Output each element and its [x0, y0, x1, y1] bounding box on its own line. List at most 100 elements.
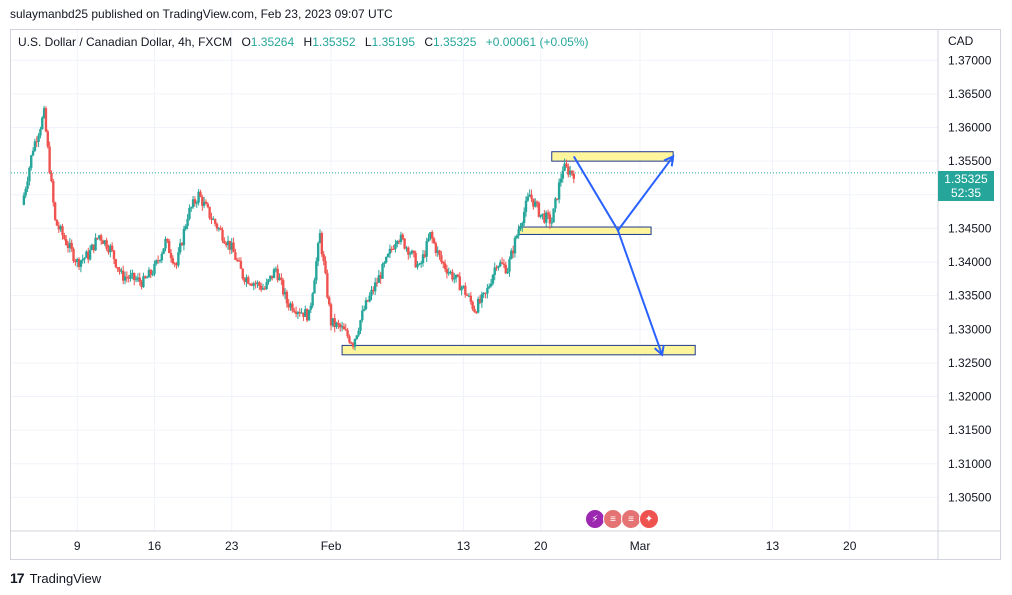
- grid: [11, 30, 938, 531]
- us-flag-icon[interactable]: ≡: [603, 509, 623, 529]
- currency-label: CAD: [948, 34, 974, 48]
- candle-body: [247, 277, 250, 284]
- last-price-tag: 1.35325 52:35: [938, 171, 994, 201]
- candle-body: [289, 303, 292, 308]
- candle-body: [504, 264, 507, 274]
- candle-body: [416, 264, 419, 268]
- arrowhead: [663, 154, 675, 167]
- candle-body: [537, 202, 541, 217]
- price-axis: 1.30500 1.31000 1.31500 1.32000 1.32500 1.330…: [937, 30, 992, 560]
- candle-body: [133, 272, 136, 281]
- candle-body: [199, 191, 202, 197]
- candle-body: [342, 326, 346, 330]
- candle-body: [258, 282, 261, 286]
- candle-body: [296, 312, 300, 314]
- us-flag-icon[interactable]: ≡: [621, 509, 641, 529]
- candle-body: [460, 287, 463, 291]
- candle-body: [361, 310, 364, 321]
- candle-body: [375, 282, 379, 284]
- candle-body: [522, 211, 526, 224]
- candle-body: [30, 155, 33, 168]
- candle-body: [440, 255, 443, 262]
- candle-body: [502, 263, 506, 265]
- y-tick-label: 1.30500: [948, 490, 992, 504]
- candle-body: [335, 322, 338, 328]
- candle-body: [109, 245, 112, 253]
- symbol-legend[interactable]: U.S. Dollar / Canadian Dollar, 4h, FXCM …: [18, 35, 589, 49]
- candle-body: [57, 225, 61, 230]
- chart-frame[interactable]: [10, 29, 1001, 560]
- candle-body: [535, 201, 539, 203]
- candle-body: [327, 297, 331, 305]
- candle-body: [373, 282, 377, 292]
- y-tick-label: 1.34000: [948, 255, 992, 269]
- canada-flag-icon[interactable]: ✦: [639, 509, 659, 529]
- candle-body: [333, 318, 336, 328]
- zone-rectangle: [341, 344, 696, 356]
- candle-body: [425, 241, 428, 257]
- zone-rectangle: [551, 151, 674, 162]
- candle-body: [546, 212, 550, 215]
- candle-body: [120, 270, 123, 272]
- candle-body: [403, 238, 406, 249]
- candle-body: [224, 243, 228, 246]
- candle-body: [561, 170, 564, 179]
- candle-body: [201, 196, 204, 206]
- candle-body: [114, 259, 118, 268]
- candle-body: [316, 243, 320, 262]
- candle-body: [357, 330, 360, 336]
- candle-body: [482, 292, 485, 295]
- candle-body: [278, 277, 281, 281]
- y-tick-label: 1.33000: [948, 322, 992, 336]
- candle-body: [239, 261, 243, 269]
- candle-body: [408, 253, 412, 255]
- candle-body: [381, 263, 384, 279]
- candle-body: [370, 289, 373, 296]
- y-tick-label: 1.34500: [948, 221, 992, 235]
- candle-body: [256, 282, 259, 284]
- candle-body: [305, 309, 309, 321]
- lightning-event-icon[interactable]: ⚡: [585, 509, 605, 529]
- candle-body: [280, 277, 283, 280]
- candle-body: [265, 282, 268, 289]
- candle-body: [397, 241, 401, 243]
- projection-arrows: [572, 154, 675, 357]
- candle-body: [399, 234, 403, 242]
- candle-body: [453, 278, 456, 280]
- candle-body: [458, 276, 461, 291]
- candle-body: [156, 260, 160, 262]
- candle-body: [276, 268, 279, 281]
- candle-body: [55, 219, 59, 226]
- candle-body: [208, 206, 211, 219]
- candle-body: [52, 181, 55, 203]
- candle-body: [495, 267, 498, 269]
- candle-body: [169, 253, 173, 259]
- candle-body: [77, 259, 81, 267]
- candles: [22, 105, 576, 351]
- low-value: 1.35195: [371, 35, 415, 49]
- candle-body: [304, 309, 307, 317]
- candle-body: [162, 248, 165, 254]
- candle-body: [508, 259, 511, 272]
- candle-body: [559, 178, 563, 183]
- candle-body: [390, 248, 393, 250]
- x-tick-label: 13: [457, 539, 471, 553]
- candle-body: [274, 268, 278, 270]
- candle-body: [83, 257, 86, 260]
- candle-body: [364, 300, 368, 310]
- candle-body: [81, 259, 84, 261]
- event-icons[interactable]: ⚡ ≡ ≡ ✦: [585, 509, 659, 529]
- candle-body: [456, 274, 460, 277]
- candle-body: [118, 268, 121, 272]
- zone-rectangle: [518, 226, 652, 235]
- candle-body: [33, 141, 37, 151]
- candle-body: [121, 270, 125, 281]
- candle-body: [149, 269, 152, 275]
- footer[interactable]: 17 TradingView: [10, 570, 101, 586]
- candle-body: [282, 279, 285, 295]
- candle-body: [252, 283, 255, 286]
- candle-body: [362, 309, 366, 311]
- candle-body: [302, 312, 305, 317]
- candle-body: [517, 229, 520, 236]
